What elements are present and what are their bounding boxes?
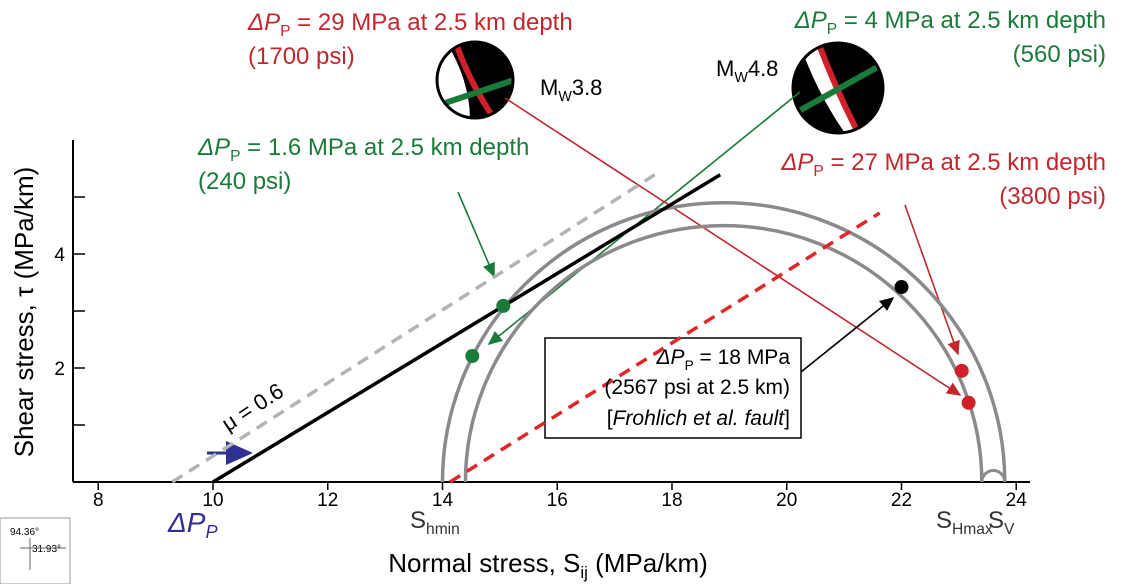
magnitude-label-part: W: [734, 70, 748, 86]
failure-line: [449, 211, 881, 484]
annotation-part: = 27 MPa at 2.5 km depth: [824, 149, 1106, 176]
data-point: [465, 349, 480, 364]
magnitude-label-part: 3.8: [572, 75, 603, 100]
x-tick-label: 8: [93, 490, 104, 511]
x-tick-label: 10: [202, 490, 223, 511]
annotation-line: (1700 psi): [248, 43, 355, 70]
annotation-part: P: [230, 148, 240, 165]
friction-label: μ = 0.6: [217, 378, 288, 436]
beachball-outline: [435, 40, 515, 120]
box-text-part: P: [685, 358, 694, 373]
stress-label: SHmax: [936, 507, 993, 538]
magnitude-label-part: 4.8: [748, 56, 779, 81]
annotation-line: (240 psi): [198, 168, 291, 195]
annotation-part: ΔP: [247, 9, 280, 36]
annotation: ΔPP = 1.6 MPa at 2.5 km depth: [197, 134, 529, 165]
stress-label-part: V: [1004, 521, 1015, 538]
beachball: [437, 42, 513, 118]
x-tick-label: 20: [776, 490, 797, 511]
y-tick-label: 2: [54, 359, 65, 380]
arrow: [504, 97, 962, 396]
failure-line: [212, 173, 722, 484]
annotation-line: (3800 psi): [999, 183, 1106, 210]
magnitude-label: MW4.8: [716, 56, 778, 86]
corner-label: 31.93°: [32, 544, 61, 555]
stress-label-part: Hmax: [952, 521, 993, 538]
magnitude-label-part: M: [540, 75, 558, 100]
data-point: [894, 280, 909, 295]
data-point: [954, 363, 969, 378]
data-point: [496, 298, 511, 313]
stress-label: Shmin: [410, 507, 460, 538]
magnitude-label-part: M: [716, 56, 734, 81]
x-tick-label: 18: [661, 490, 682, 511]
delta-p-label: ΔPP: [167, 507, 218, 542]
arrow: [904, 204, 960, 356]
beachball: [793, 43, 883, 133]
magnitude-label: MW3.8: [540, 75, 602, 105]
failure-line: [171, 173, 656, 484]
mohr-circle: [463, 223, 984, 483]
corner-label: 94.36°: [10, 527, 39, 538]
delta-p-label-part: ΔP: [167, 507, 206, 538]
box-text: ΔPP = 18 MPa: [655, 346, 790, 373]
x-tick-label: 24: [1006, 490, 1028, 511]
annotation: ΔPP = 29 MPa at 2.5 km depth: [247, 9, 573, 40]
beachball-outline: [791, 41, 885, 135]
y-tick-label: 4: [54, 245, 65, 266]
annotation-part: = 29 MPa at 2.5 km depth: [291, 9, 573, 36]
focal-mechanisms: [435, 40, 885, 135]
x-tick-label: 14: [432, 490, 454, 511]
annotation-part: P: [813, 163, 823, 180]
annotation-part: = 4 MPa at 2.5 km depth: [837, 7, 1106, 34]
stress-label-part: S: [410, 507, 426, 534]
stress-label: SV: [988, 507, 1015, 538]
x-axis-label: Normal stress, Sij (MPa/km): [388, 548, 708, 582]
x-tick-label: 22: [891, 490, 912, 511]
box-text: (2567 psi at 2.5 km): [604, 376, 790, 399]
box-text-part: = 18 MPa: [694, 346, 791, 369]
annotation-part: ΔP: [780, 149, 813, 176]
x-axis-label-part: Normal stress, S: [388, 548, 580, 578]
annotation-box: [544, 337, 802, 439]
box-text-part: Frohlich et al. fault: [613, 407, 786, 430]
stress-label-part: S: [936, 507, 952, 534]
stress-label-part: hmin: [426, 521, 460, 538]
annotation-part: = 1.6 MPa at 2.5 km depth: [241, 134, 530, 161]
annotation-part: ΔP: [794, 7, 827, 34]
x-axis-label-part: ij: [580, 563, 588, 582]
circle-joint: [980, 469, 1007, 483]
annotation-part: P: [827, 21, 837, 38]
x-tick-label: 12: [317, 490, 338, 511]
magnitude-label-part: W: [558, 89, 572, 105]
y-axis-label: Shear stress, τ (MPa/km): [9, 167, 39, 458]
box-text-part: [: [607, 407, 613, 430]
annotation: ΔPP = 4 MPa at 2.5 km depth: [794, 7, 1106, 38]
stress-label-part: S: [988, 507, 1004, 534]
delta-p-label-part: P: [205, 522, 218, 542]
data-point: [961, 395, 976, 410]
box-text: [Frohlich et al. fault]: [607, 407, 790, 430]
corner-box: [0, 517, 71, 584]
annotation-line: (560 psi): [1013, 41, 1106, 68]
arrow: [800, 296, 895, 373]
annotation-part: P: [280, 23, 290, 40]
x-axis-label-part: (MPa/km): [588, 548, 708, 578]
arrow: [457, 191, 495, 278]
annotation-part: ΔP: [197, 134, 230, 161]
annotation: ΔPP = 27 MPa at 2.5 km depth: [780, 149, 1106, 180]
box-text-part: ΔP: [655, 346, 684, 369]
x-tick-label: 16: [547, 490, 568, 511]
box-text-part: ]: [784, 407, 790, 430]
